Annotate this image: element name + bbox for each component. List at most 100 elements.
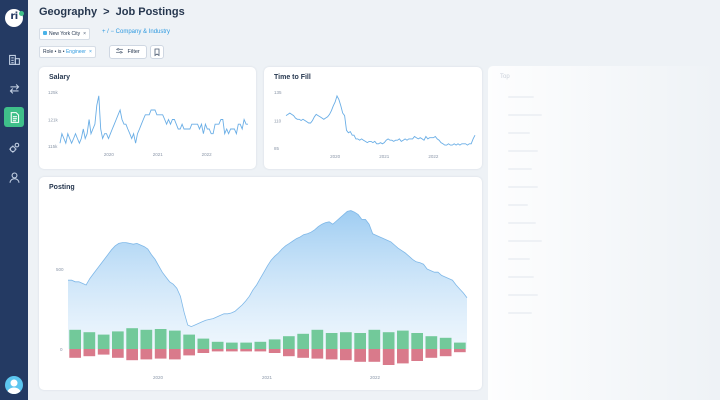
top-card-placeholder-line (508, 132, 530, 134)
location-chip-remove-icon[interactable]: × (83, 31, 87, 37)
posting-bar-increase (254, 341, 267, 349)
x-tick-label: 2022 (428, 154, 439, 159)
posting-bar-increase (97, 334, 110, 349)
posting-bar-decrease (439, 349, 452, 357)
nav-user-icon[interactable] (4, 167, 24, 187)
salary-card: Salary 125k 121k 115k 2020 2021 2022 (39, 67, 256, 169)
posting-bar-increase (382, 332, 395, 349)
y-tick-label: 121k (48, 118, 59, 123)
x-tick-label: 2020 (330, 154, 341, 159)
top-card-placeholder-line (508, 204, 528, 206)
nav-document-icon[interactable] (4, 107, 24, 127)
posting-bar-decrease (368, 349, 381, 362)
posting-bar-increase (226, 342, 238, 349)
posting-bar-decrease (283, 349, 295, 357)
posting-bar-decrease (183, 349, 195, 356)
posting-bar-decrease (340, 349, 352, 361)
filter-button-label: Filter (127, 49, 140, 55)
posting-bar-increase (325, 333, 338, 349)
posting-bar-increase (311, 329, 324, 349)
location-chip-label: New York City (49, 31, 81, 37)
posting-bar-decrease (325, 349, 338, 360)
posting-bar-increase (354, 333, 366, 349)
x-tick-label: 2020 (153, 375, 164, 380)
top-card-placeholder-line (508, 150, 538, 152)
posting-bar-increase (368, 329, 381, 349)
posting-bar-decrease (454, 349, 466, 353)
breadcrumb-section[interactable]: Geography (39, 6, 98, 18)
bookmark-icon (154, 48, 160, 57)
top-card-placeholder-line (508, 186, 538, 188)
top-card-placeholder-line (508, 312, 532, 314)
posting-area-line (68, 210, 468, 328)
filter-sliders-icon (116, 48, 123, 54)
posting-chart: 500 0 2020 2021 2022 (56, 210, 468, 380)
posting-bar-increase (112, 331, 124, 349)
filter-button[interactable]: Filter (109, 45, 147, 59)
posting-bar-increase (140, 329, 153, 349)
role-chip-value: Engineer (65, 49, 86, 55)
top-card-placeholder-line (508, 222, 536, 224)
posting-bar-increase (69, 329, 81, 349)
posting-bar-increase (183, 334, 195, 349)
x-tick-label: 2022 (202, 152, 213, 157)
posting-bar-decrease (97, 349, 110, 355)
salary-line-chart: 125k 121k 115k 2020 2021 2022 (48, 90, 248, 157)
posting-bar-decrease (354, 349, 366, 362)
posting-bar-decrease (211, 349, 224, 352)
top-card: Top (488, 66, 720, 400)
top-card-placeholder-line (508, 258, 530, 260)
bookmark-button[interactable] (150, 45, 164, 59)
y-tick-label: 85 (274, 146, 280, 151)
posting-bar-decrease (425, 349, 438, 358)
posting-bar-increase (297, 333, 309, 349)
posting-bar-decrease (83, 349, 96, 357)
y-tick-label: 110 (274, 119, 282, 124)
posting-bar-increase (411, 333, 423, 349)
nav-buildings-icon[interactable] (4, 49, 24, 69)
y-tick-label: 500 (56, 267, 64, 272)
posting-bar-decrease (226, 349, 238, 352)
top-card-placeholder-line (508, 168, 532, 170)
y-tick-label: 125k (48, 90, 59, 95)
x-tick-label: 2021 (379, 154, 390, 159)
top-card-placeholder-line (508, 96, 534, 98)
y-tick-label: 0 (60, 347, 63, 352)
posting-bar-decrease (240, 349, 252, 352)
nav-gears-icon[interactable] (4, 137, 24, 157)
logo-mark: ri (10, 11, 18, 22)
x-tick-label: 2022 (370, 375, 381, 380)
top-card-placeholder-line (508, 276, 534, 278)
logo[interactable]: ri (5, 9, 24, 27)
location-square-icon (43, 31, 47, 35)
posting-bar-increase (268, 339, 281, 349)
time-to-fill-line-chart: 135 110 85 2020 2021 2022 (274, 90, 476, 159)
posting-area (68, 210, 467, 349)
x-tick-label: 2021 (153, 152, 164, 157)
location-chip[interactable]: New York City × (39, 28, 91, 40)
posting-bar-decrease (297, 349, 309, 358)
posting-bar-decrease (126, 349, 138, 361)
nav-swap-arrows-icon[interactable] (4, 78, 24, 98)
page-title: Job Postings (115, 6, 185, 18)
posting-bar-increase (169, 330, 181, 349)
posting-bar-increase (439, 337, 452, 349)
x-tick-label: 2020 (104, 152, 115, 157)
posting-bar-decrease (154, 349, 167, 359)
role-chip-remove-icon[interactable]: × (88, 49, 92, 55)
posting-bar-increase (240, 342, 252, 349)
top-card-placeholder-line (508, 114, 542, 116)
posting-bar-decrease (411, 349, 423, 361)
posting-bar-decrease (140, 349, 153, 360)
posting-bar-increase (211, 341, 224, 349)
posting-bar-decrease (382, 349, 395, 365)
posting-bar-decrease (254, 349, 267, 352)
posting-bar-increase (83, 332, 96, 349)
add-company-industry-link[interactable]: + / − Company & Industry (102, 29, 171, 35)
posting-bar-increase (454, 342, 466, 349)
time-to-fill-card-title: Time to Fill (274, 74, 311, 81)
x-tick-label: 2021 (262, 375, 273, 380)
role-chip[interactable]: Role • is • Engineer × (39, 46, 96, 58)
posting-bar-increase (397, 330, 409, 349)
user-avatar[interactable] (5, 376, 23, 394)
